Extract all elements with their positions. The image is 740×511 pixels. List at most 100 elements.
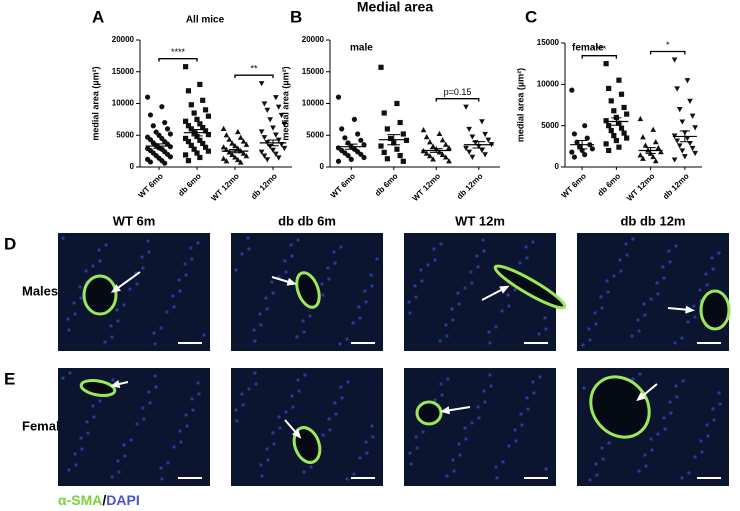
- nucleus: [643, 313, 647, 317]
- nucleus: [500, 309, 504, 313]
- data-point: [200, 140, 206, 147]
- data-point: [423, 134, 430, 140]
- nucleus: [91, 264, 95, 268]
- data-point: [264, 157, 271, 163]
- nucleus: [308, 314, 312, 318]
- data-point: [237, 134, 244, 140]
- nucleus: [183, 262, 187, 266]
- data-point: [571, 131, 578, 137]
- nucleus: [488, 341, 492, 345]
- nucleus: [179, 440, 183, 444]
- data-point: [258, 81, 265, 87]
- vessel: [589, 375, 651, 439]
- nucleus: [196, 381, 200, 385]
- nucleus: [364, 300, 368, 304]
- data-point: [611, 132, 617, 139]
- data-point: [234, 128, 241, 135]
- nucleus: [439, 382, 443, 386]
- data-point: [272, 132, 279, 138]
- nucleus: [148, 401, 152, 405]
- y-tick-label: 5000: [541, 121, 559, 130]
- data-point: [674, 138, 681, 144]
- nucleus: [618, 258, 622, 262]
- nucleus: [332, 250, 336, 254]
- nucleus: [494, 325, 498, 329]
- nucleus: [440, 393, 444, 397]
- nucleus: [284, 410, 288, 414]
- nucleus: [520, 423, 524, 427]
- nucleus: [458, 453, 462, 457]
- data-point: [226, 136, 233, 142]
- nucleus: [116, 459, 120, 463]
- nucleus: [277, 275, 281, 279]
- nucleus: [78, 285, 82, 289]
- nucleus: [518, 261, 522, 265]
- x-tick-label: db 6mo: [596, 171, 623, 198]
- nucleus: [185, 424, 189, 428]
- y-tick-label: 0: [555, 162, 560, 171]
- nucleus: [631, 237, 635, 241]
- data-point: [194, 133, 200, 140]
- data-point: [220, 125, 227, 131]
- data-point: [348, 156, 354, 162]
- data-point: [650, 153, 657, 160]
- data-point: [479, 119, 485, 125]
- data-point: [261, 153, 268, 159]
- column-title: WT 6m: [113, 213, 156, 228]
- nucleus: [705, 423, 709, 427]
- y-tick-label: 5000: [306, 130, 324, 139]
- data-point: [439, 137, 446, 143]
- nucleus: [259, 463, 263, 467]
- nucleus: [661, 265, 665, 269]
- data-point: [394, 146, 400, 152]
- nucleus: [582, 386, 586, 390]
- data-point: [682, 154, 688, 160]
- data-point: [223, 132, 230, 138]
- nucleus: [470, 421, 474, 425]
- nucleus: [507, 444, 511, 448]
- data-point: [258, 149, 265, 155]
- nucleus: [513, 428, 517, 432]
- significance-label: **: [250, 64, 258, 74]
- data-point: [381, 110, 387, 116]
- data-point: [589, 146, 596, 152]
- nucleus: [705, 283, 709, 287]
- nucleus: [92, 415, 96, 419]
- data-point: [582, 152, 588, 158]
- nucleus: [110, 335, 114, 339]
- row-label: Males: [22, 283, 58, 298]
- nucleus: [265, 447, 269, 451]
- data-point: [637, 115, 644, 122]
- data-point: [237, 159, 244, 165]
- nucleus: [159, 466, 163, 470]
- data-point: [358, 151, 364, 157]
- nucleus: [98, 259, 102, 263]
- nucleus: [600, 446, 604, 450]
- nucleus: [247, 387, 251, 391]
- data-point: [223, 158, 230, 164]
- nucleus: [86, 431, 90, 435]
- nucleus: [97, 248, 101, 252]
- significance-label: ****: [171, 47, 186, 57]
- data-point: [469, 154, 476, 160]
- data-point: [621, 104, 627, 111]
- significance-bracket: [581, 55, 618, 59]
- nucleus: [266, 458, 270, 462]
- data-point: [652, 139, 659, 145]
- arrow-head: [440, 406, 451, 415]
- nucleus: [699, 439, 703, 443]
- nucleus: [452, 469, 456, 473]
- data-point: [689, 145, 696, 152]
- nucleus: [165, 310, 169, 314]
- nucleus: [675, 395, 679, 399]
- data-point: [430, 156, 436, 162]
- nucleus: [669, 411, 673, 415]
- data-point: [394, 100, 400, 107]
- data-point: [205, 132, 211, 138]
- y-axis-label: medial area (µm²): [280, 66, 290, 140]
- nucleus: [693, 455, 697, 459]
- y-axis-label: medial area (µm²): [90, 66, 100, 140]
- nucleus: [290, 394, 294, 398]
- data-point: [469, 134, 476, 140]
- y-tick-label: 0: [130, 162, 135, 171]
